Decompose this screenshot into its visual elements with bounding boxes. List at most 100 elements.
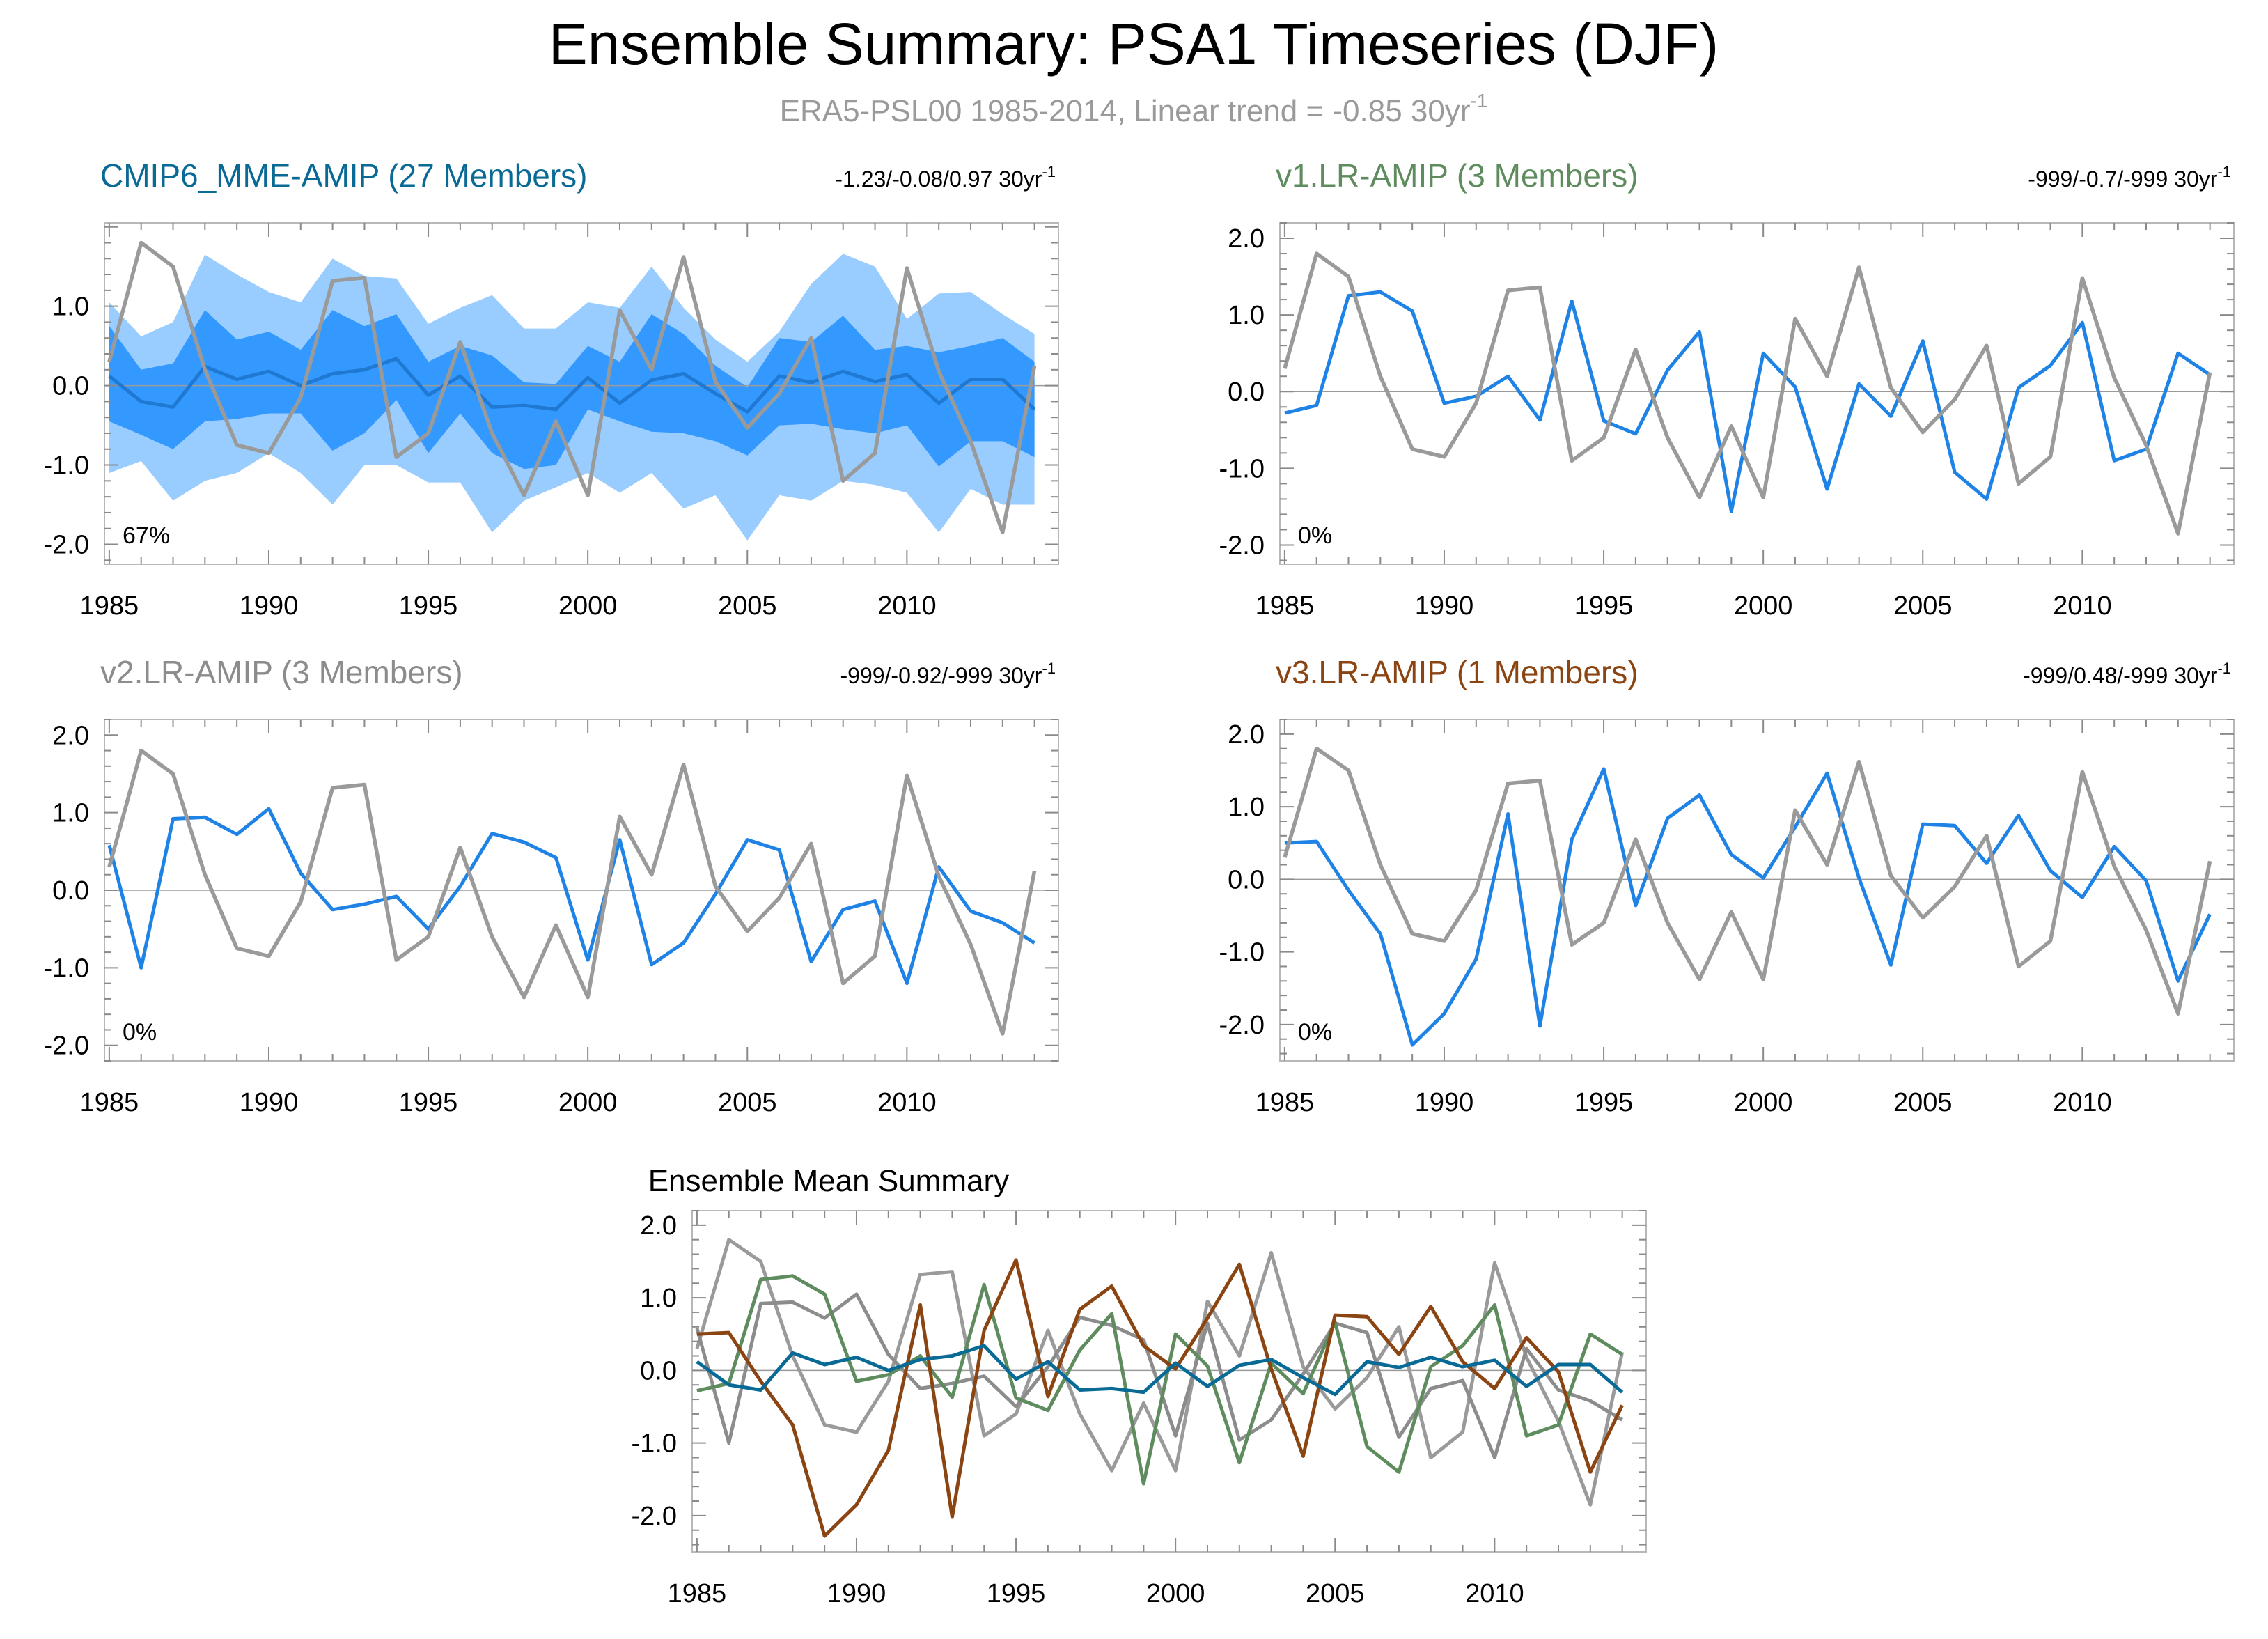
x-tick-label: 2000 <box>1146 1579 1205 1608</box>
x-tick-label: 2005 <box>718 591 777 621</box>
y-tick-label: 1.0 <box>1228 301 1265 330</box>
series-line-era5 <box>695 1238 1625 1507</box>
series-line-v1-lr-amip <box>1284 290 2211 513</box>
trend-sup: -1 <box>2217 660 2231 677</box>
plot-area <box>692 1211 1646 1552</box>
plot-frame <box>104 222 1059 565</box>
panel-title: v3.LR-AMIP (1 Members) <box>1276 654 1639 690</box>
x-tick-label: 1990 <box>827 1579 886 1608</box>
y-tick-label: -2.0 <box>632 1502 677 1531</box>
plot-frame <box>1279 222 2235 565</box>
y-tick-label: 0.0 <box>52 372 89 401</box>
panel-title: v1.LR-AMIP (3 Members) <box>1276 157 1639 194</box>
y-tick-label: -1.0 <box>632 1429 677 1459</box>
y-tick-label: 0.0 <box>1228 378 1265 407</box>
series-line-era5 <box>107 240 1037 535</box>
x-tick-label: 1990 <box>240 1088 299 1117</box>
x-tick-label: 2000 <box>558 1088 618 1117</box>
y-tick-label: -1.0 <box>1219 454 1265 483</box>
x-tick-label: 1985 <box>80 1088 139 1117</box>
figure-subtitle: ERA5-PSL00 1985-2014, Linear trend = -0.… <box>780 90 1488 128</box>
y-tick-label: -2.0 <box>44 1032 89 1061</box>
percent-label: 0% <box>123 1019 157 1046</box>
panel-title: CMIP6_MME-AMIP (27 Members) <box>100 157 588 194</box>
x-tick-label: 2005 <box>1893 1088 1953 1117</box>
y-tick-label: -1.0 <box>1219 938 1265 968</box>
trend-text: -999/-0.7/-999 30yr <box>2028 166 2218 192</box>
series-line-ensemble-mean <box>108 357 1036 414</box>
y-tick-label: 2.0 <box>640 1211 677 1241</box>
x-tick-label: 1995 <box>399 591 458 621</box>
series-line-era5 <box>107 748 1037 1036</box>
chart-mme: 1985 1990 1995 2000 2005 2010 -2.0 -1.0 0.0 1.0 CM… <box>44 157 1059 621</box>
y-tick-label: 1.0 <box>52 293 89 322</box>
x-tick-label: 2005 <box>1306 1579 1365 1608</box>
trend-label: -999/-0.92/-999 30yr-1 <box>840 660 1056 688</box>
x-tick-label: 1985 <box>668 1579 727 1608</box>
y-tick-label: -2.0 <box>1219 531 1265 560</box>
trend-text: -999/-0.92/-999 30yr <box>840 663 1042 688</box>
panel-title: Ensemble Mean Summary <box>648 1164 1009 1198</box>
x-tick-label: 2005 <box>1893 591 1953 621</box>
chart-v3: 1985 1990 1995 2000 2005 2010 -2.0 -1.0 0.0 1.0 2.… <box>1219 654 2235 1117</box>
trend-label: -999/0.48/-999 30yr-1 <box>2023 660 2231 688</box>
x-tick-label: 2010 <box>2053 591 2112 621</box>
figure-subtitle-sup: -1 <box>1470 90 1487 111</box>
x-tick-label: 1990 <box>1415 591 1474 621</box>
y-tick-label: 1.0 <box>52 799 89 828</box>
trend-text: -1.23/-0.08/0.97 30yr <box>835 166 1042 192</box>
panels: 1985 1990 1995 2000 2005 2010 -2.0 -1.0 0.0 1.0 CM… <box>44 157 2235 1608</box>
x-tick-label: 2000 <box>558 591 618 621</box>
percent-label: 0% <box>1298 522 1332 549</box>
y-tick-label: -2.0 <box>1219 1011 1265 1040</box>
chart-summary: 1985 1990 1995 2000 2005 2010 -2.0 -1.0 0.0 1.0 2.… <box>632 1164 1647 1608</box>
x-tick-label: 2010 <box>877 1088 937 1117</box>
x-tick-label: 1995 <box>1574 591 1634 621</box>
x-tick-label: 2000 <box>1734 591 1793 621</box>
series-line-v2-lr-amip <box>695 1292 1623 1459</box>
x-tick-label: 1985 <box>1256 1088 1315 1117</box>
y-tick-label: 1.0 <box>640 1284 677 1313</box>
trend-sup: -1 <box>2217 163 2231 180</box>
figure-title: Ensemble Summary: PSA1 Timeseries (DJF) <box>549 11 1719 77</box>
y-tick-label: -1.0 <box>44 954 89 983</box>
y-tick-label: -1.0 <box>44 451 89 481</box>
plot-area <box>1280 720 2234 1061</box>
figure-subtitle-text: ERA5-PSL00 1985-2014, Linear trend = -0.… <box>780 94 1471 128</box>
chart-v1: 1985 1990 1995 2000 2005 2010 -2.0 -1.0 0.0 1.0 2.… <box>1219 157 2235 621</box>
x-tick-label: 1990 <box>240 591 299 621</box>
series-line-cmip6-mme-amip <box>696 1344 1624 1397</box>
panel-title: v2.LR-AMIP (3 Members) <box>100 654 463 690</box>
y-tick-label: 2.0 <box>1228 720 1265 749</box>
y-tick-label: 0.0 <box>52 876 89 906</box>
chart-v2: 1985 1990 1995 2000 2005 2010 -2.0 -1.0 0.0 1.0 2.… <box>44 654 1059 1117</box>
series-line-v1-lr-amip <box>696 1274 1623 1486</box>
x-tick-label: 2000 <box>1734 1088 1793 1117</box>
trend-label: -1.23/-0.08/0.97 30yr-1 <box>835 163 1056 192</box>
y-tick-label: 2.0 <box>52 721 89 750</box>
percent-label: 0% <box>1298 1019 1332 1046</box>
plot-frame <box>1279 719 2235 1062</box>
y-tick-label: 0.0 <box>1228 865 1265 894</box>
trend-sup: -1 <box>1042 163 1056 180</box>
plot-frame <box>691 1210 1647 1553</box>
x-tick-label: 2010 <box>1465 1579 1524 1608</box>
trend-sup: -1 <box>1042 660 1056 677</box>
series-line-era5 <box>1283 746 2212 1016</box>
series-line-era5 <box>1283 251 2212 536</box>
y-tick-label: 2.0 <box>1228 224 1265 254</box>
y-tick-label: -2.0 <box>44 531 89 560</box>
x-tick-label: 1995 <box>1574 1088 1634 1117</box>
series-line-v2-lr-amip <box>107 807 1035 986</box>
x-tick-label: 1985 <box>80 591 139 621</box>
trend-text: -999/0.48/-999 30yr <box>2023 663 2218 688</box>
x-tick-label: 1995 <box>399 1088 458 1117</box>
x-tick-label: 1990 <box>1415 1088 1474 1117</box>
y-tick-label: 1.0 <box>1228 793 1265 822</box>
trend-label: -999/-0.7/-999 30yr-1 <box>2028 163 2231 192</box>
series-line-v3-lr-amip <box>1284 767 2212 1047</box>
x-tick-label: 1995 <box>987 1579 1046 1608</box>
x-tick-label: 2010 <box>2053 1088 2112 1117</box>
y-tick-label: 0.0 <box>640 1356 677 1385</box>
